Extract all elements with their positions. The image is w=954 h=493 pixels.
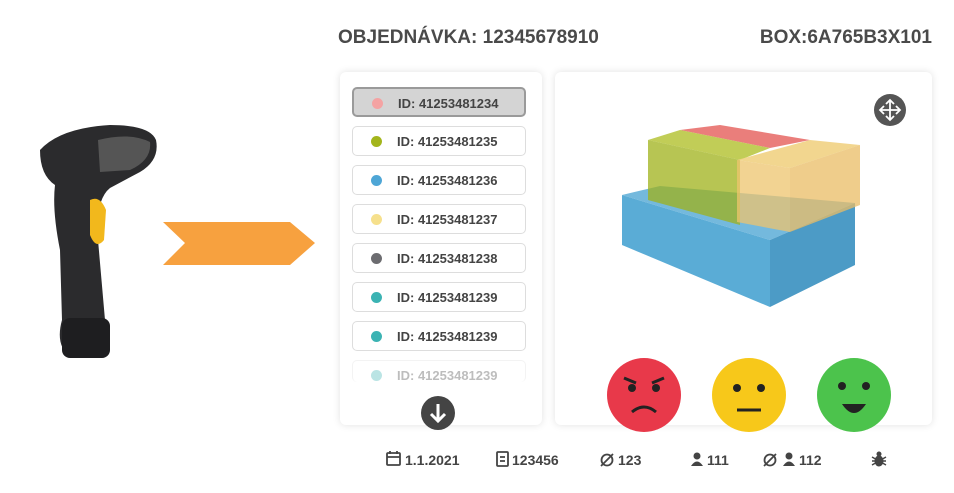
list-item[interactable]: ID: 41253481237 — [352, 204, 526, 234]
item-id: ID: 41253481237 — [397, 212, 498, 227]
users-none: 112 — [799, 452, 822, 468]
item-color-dot — [371, 175, 382, 186]
item-color-dot — [371, 214, 382, 225]
list-item[interactable]: ID: 41253481239 — [352, 360, 526, 382]
item-id: ID: 41253481239 — [397, 290, 498, 305]
item-color-dot — [372, 98, 383, 109]
barcode-scanner — [40, 125, 157, 358]
rating-good[interactable] — [817, 358, 891, 432]
item-id: ID: 41253481236 — [397, 173, 498, 188]
list-item[interactable]: ID: 41253481236 — [352, 165, 526, 195]
arrow — [163, 222, 315, 265]
date: 1.1.2021 — [405, 452, 460, 468]
item-color-dot — [371, 331, 382, 342]
order-number: OBJEDNÁVKA: 12345678910 — [338, 27, 599, 48]
item-color-dot — [371, 370, 382, 381]
scroll-down-button[interactable] — [421, 396, 455, 430]
item-id: ID: 41253481234 — [398, 96, 499, 111]
item-id: ID: 41253481238 — [397, 251, 498, 266]
list-item[interactable]: ID: 41253481234 — [352, 87, 526, 117]
sheet-count: 123456 — [512, 452, 559, 468]
diameter: 123 — [618, 452, 642, 468]
item-color-dot — [371, 136, 382, 147]
list-item[interactable]: ID: 41253481238 — [352, 243, 526, 273]
item-list: ID: 41253481239 ID: 41253481239 ID: 412534… — [340, 72, 542, 430]
rating-neutral[interactable] — [712, 358, 786, 432]
item-id: ID: 41253481235 — [397, 134, 498, 149]
item-color-dot — [371, 253, 382, 264]
list-item[interactable]: ID: 41253481235 — [352, 126, 526, 156]
item-id: ID: 41253481239 — [397, 368, 498, 382]
box-visual — [607, 94, 906, 432]
item-id: ID: 41253481239 — [397, 329, 498, 344]
list-item[interactable]: ID: 41253481239 — [352, 321, 526, 351]
rating-bad[interactable] — [607, 358, 681, 432]
footer-icons — [386, 451, 887, 467]
list-item[interactable]: ID: 41253481239 — [352, 282, 526, 312]
box-view — [555, 72, 932, 432]
box-code: BOX:6A765B3X101 — [759, 27, 932, 48]
users: 111 — [707, 452, 729, 468]
item-color-dot — [371, 292, 382, 303]
